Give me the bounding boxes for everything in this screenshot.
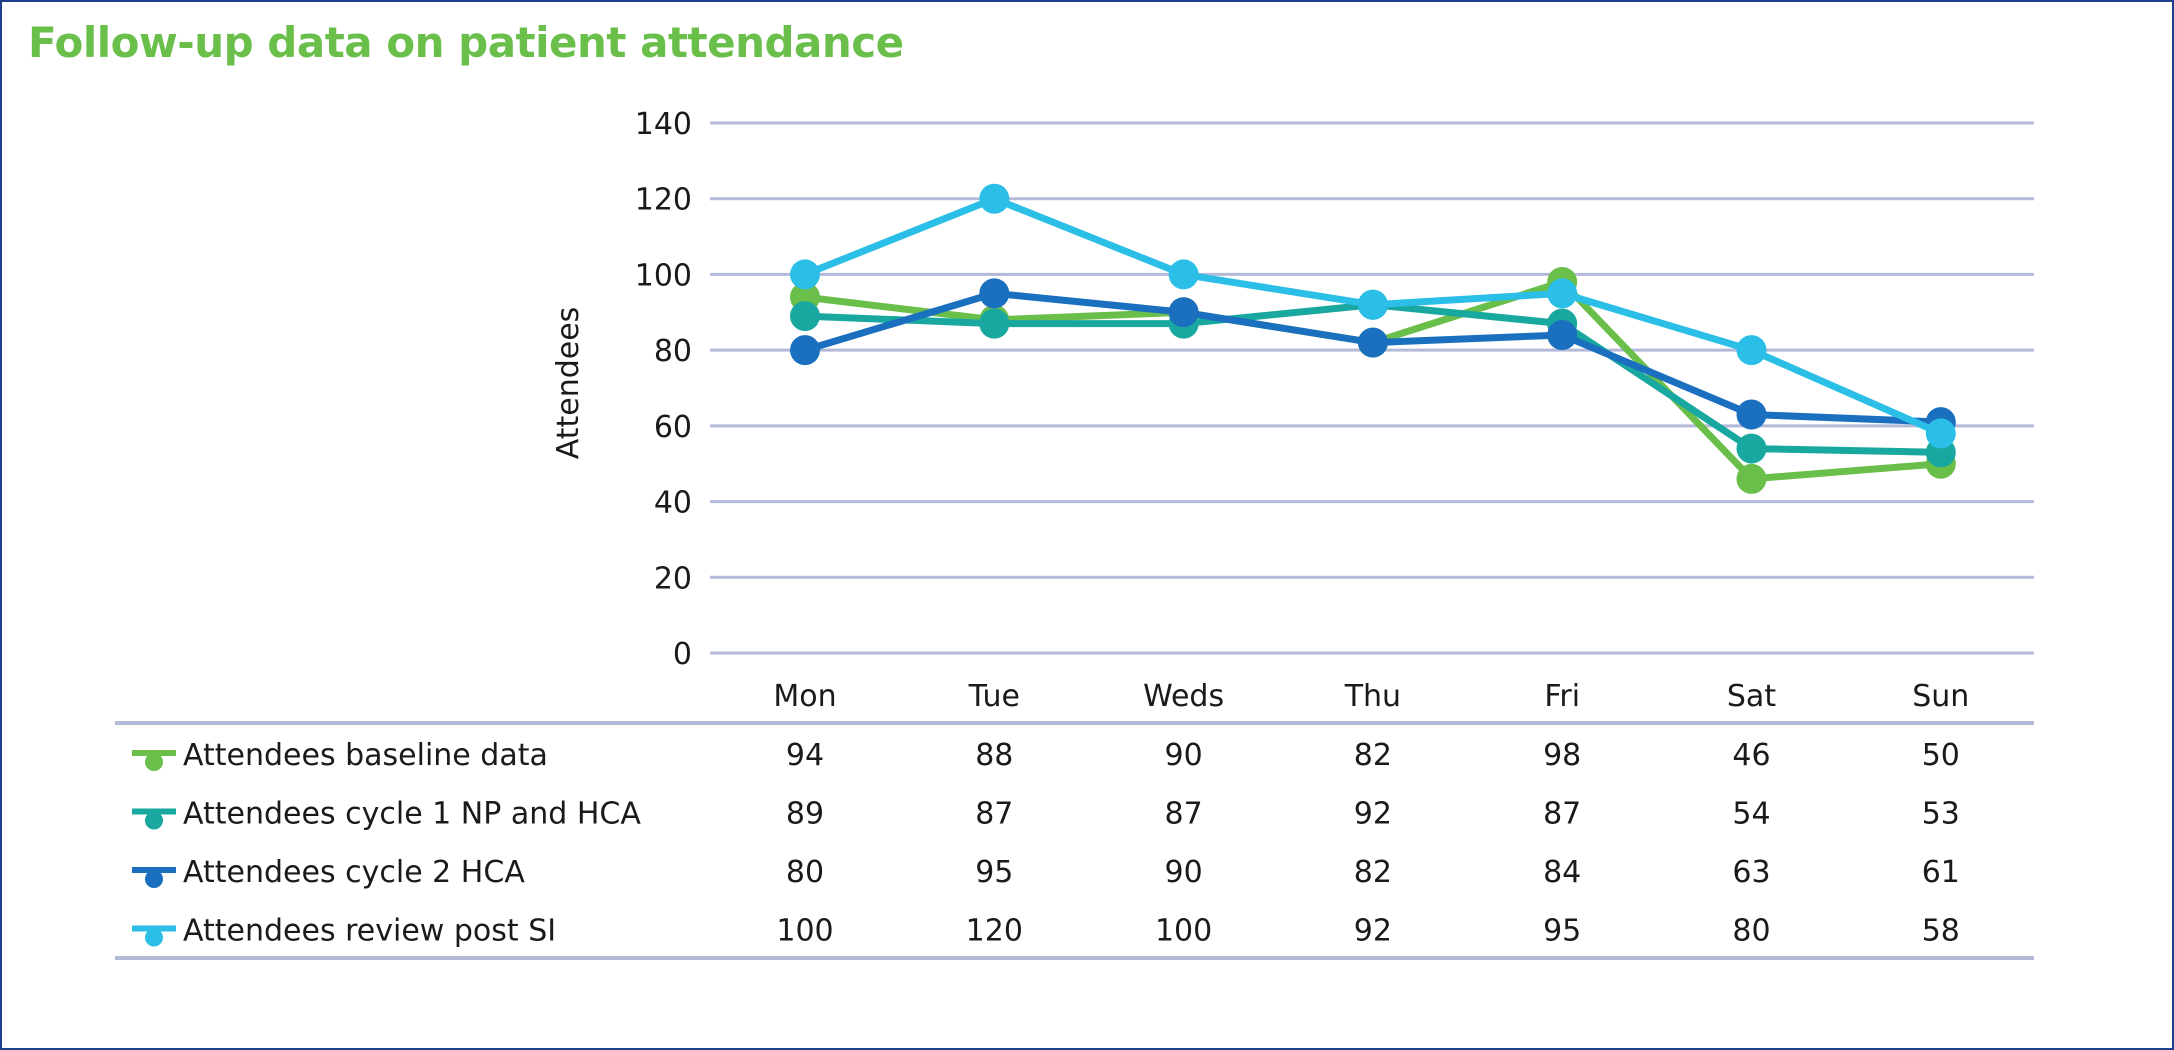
table-cell-value: 87 (1543, 797, 1581, 832)
y-tick-label: 80 (654, 334, 692, 369)
table-cell-value: 90 (1165, 855, 1203, 890)
y-tick-label: 0 (673, 637, 692, 672)
data-point (1736, 463, 1767, 494)
table-cell-value: 61 (1922, 855, 1960, 890)
series-line (804, 301, 1941, 456)
data-point (1736, 433, 1767, 464)
table-cell-value: 54 (1732, 797, 1770, 832)
y-tick-label: 100 (635, 258, 692, 293)
table-cell-value: 95 (975, 855, 1013, 890)
table-cell-value: 46 (1732, 738, 1770, 773)
data-point (979, 183, 1010, 214)
table-cell-value: 89 (786, 797, 824, 832)
table-cell-value: 100 (776, 914, 833, 949)
legend-swatch-marker (145, 928, 163, 947)
x-tick-label: Mon (773, 679, 836, 714)
legend-series-name: Attendees review post SI (183, 914, 556, 949)
data-point (1547, 278, 1578, 309)
data-point (790, 335, 820, 366)
legend-swatch-marker (145, 870, 163, 888)
legend-swatch-marker (145, 811, 163, 830)
chart-title: Follow-up data on patient attendance (28, 18, 904, 67)
table-cell-value: 98 (1543, 738, 1581, 773)
data-point (979, 308, 1010, 339)
legend-series-name: Attendees cycle 1 NP and HCA (183, 797, 641, 832)
data-point (1168, 297, 1199, 328)
table-cell-value: 87 (1165, 797, 1203, 832)
data-point (1357, 289, 1388, 320)
table-cell-value: 53 (1922, 797, 1960, 832)
table-cell-value: 82 (1354, 855, 1392, 890)
table-cell-value: 90 (1165, 738, 1203, 773)
table-cell-value: 92 (1354, 797, 1392, 832)
table-cell-value: 58 (1922, 914, 1960, 949)
x-tick-label: Fri (1544, 679, 1580, 714)
table-cell-value: 100 (1155, 914, 1212, 949)
data-point (1736, 399, 1767, 430)
data-point (790, 259, 820, 290)
table-cell-value: 120 (966, 914, 1023, 949)
data-point (979, 278, 1010, 309)
data-point (1736, 335, 1767, 366)
legend-series-name: Attendees baseline data (183, 738, 548, 773)
y-axis-label: Attendees (551, 307, 586, 460)
table-cell-value: 82 (1354, 738, 1392, 773)
x-tick-label: Sun (1912, 679, 1969, 714)
table-cell-value: 95 (1543, 914, 1581, 949)
legend-swatch-marker (145, 753, 163, 771)
data-point (1357, 327, 1388, 358)
x-tick-label: Thu (1344, 679, 1401, 714)
x-tick-label: Sat (1727, 679, 1776, 714)
y-tick-label: 20 (654, 561, 692, 596)
y-tick-label: 60 (654, 410, 692, 445)
legend-series-name: Attendees cycle 2 HCA (183, 855, 525, 890)
table-cell-value: 80 (786, 855, 824, 890)
y-tick-label: 40 (654, 486, 692, 521)
data-point (1925, 418, 1956, 449)
table-cell-value: 63 (1732, 855, 1770, 890)
table-cell-value: 87 (975, 797, 1013, 832)
y-tick-label: 120 (635, 183, 692, 218)
y-tick-label: 140 (635, 107, 692, 142)
table-cell-value: 84 (1543, 855, 1581, 890)
table-cell-value: 94 (786, 738, 824, 773)
table-cell-value: 92 (1354, 914, 1392, 949)
data-point (790, 301, 820, 332)
data-point (1547, 320, 1578, 350)
table-cell-value: 50 (1922, 738, 1960, 773)
table-cell-value: 80 (1732, 914, 1770, 949)
x-tick-label: Weds (1143, 679, 1224, 714)
table-cell-value: 88 (975, 738, 1013, 773)
x-tick-label: Tue (968, 679, 1020, 714)
data-point (1168, 259, 1199, 290)
